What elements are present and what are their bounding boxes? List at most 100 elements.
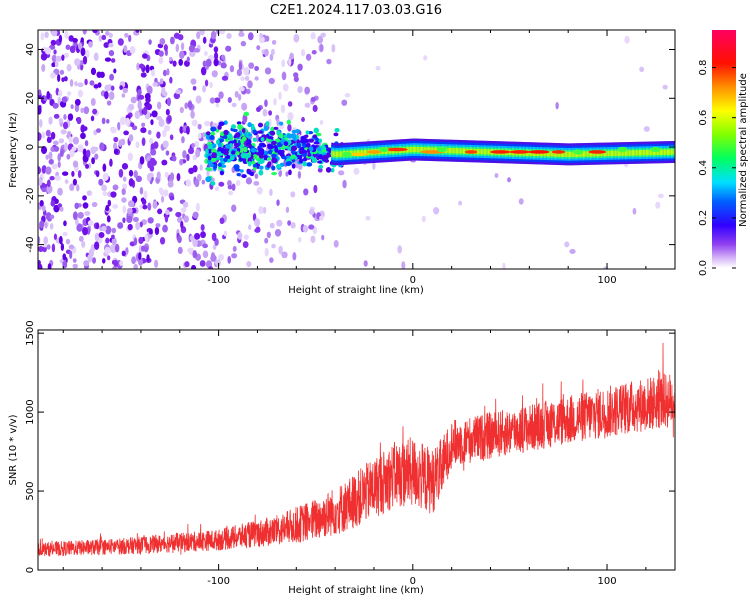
spectrogram-speckle (62, 171, 69, 176)
spectrogram-speckle (320, 32, 326, 38)
spectrogram-band (544, 150, 547, 157)
spectrogram-band-patch (617, 146, 628, 153)
spectrogram-ridge-cell (211, 152, 217, 158)
spectrogram-band (482, 149, 485, 155)
spectrogram-speckle (175, 89, 182, 95)
spectrogram-speckle (119, 116, 126, 126)
spectrogram-speckle (121, 93, 126, 98)
spectrogram-speckle (39, 220, 45, 229)
spectrogram-band-patch (378, 146, 389, 153)
spectrogram-speckle (85, 163, 90, 169)
spectrogram-speckle (193, 48, 200, 53)
spectrogram-ridge-cell (207, 143, 213, 150)
spectrogram-ridge-cell (235, 151, 240, 156)
spectrogram-speckle (204, 79, 209, 87)
spectrogram-speckle (281, 71, 287, 81)
spectrogram-peak (509, 150, 530, 154)
snr-ytick-label: 500 (25, 482, 36, 501)
spectrogram-band (455, 148, 458, 154)
spectrogram-speckle (212, 233, 216, 241)
spectrogram-speckle (176, 173, 181, 182)
spectrogram-speckle (237, 93, 242, 101)
spectrogram-speckle (82, 202, 89, 209)
spectrogram-speckle (59, 235, 63, 245)
spectrogram-band (431, 147, 434, 153)
spectrogram-ridge-cell (205, 176, 212, 183)
spectrogram-xtick-label: 0 (410, 275, 416, 286)
spectrogram-speckle (205, 58, 212, 67)
spectrogram-speckle (235, 179, 241, 187)
spectrogram-band (673, 149, 675, 155)
spectrogram-ridge-cell (257, 160, 264, 165)
spectrogram-speckle (183, 215, 189, 223)
spectrogram-speckle (126, 215, 133, 224)
spectrogram-ridge-cell (266, 163, 271, 168)
spectrogram-ridge-cell (209, 134, 215, 141)
spectrogram-speckle (188, 103, 193, 109)
spectrogram-band (582, 151, 585, 157)
spectrogram-speckle (38, 177, 43, 186)
spectrogram-speckle (311, 49, 317, 55)
spectrogram-speckle (111, 237, 117, 246)
spectrogram-speckle (143, 190, 148, 200)
spectrogram-band (648, 149, 650, 156)
spectrogram-band (432, 147, 435, 153)
spectrogram-speckle (142, 53, 148, 59)
spectrogram-ridge-cell (219, 170, 225, 176)
spectrogram-speckle (59, 148, 64, 158)
spectrogram-peak (348, 152, 369, 157)
spectrogram-band (476, 148, 479, 155)
spectrogram-speckle (165, 209, 170, 216)
spectrogram-band (423, 147, 425, 153)
spectrogram-ridge-cell (311, 157, 318, 164)
spectrogram-band (461, 148, 464, 154)
spectrogram-speckle (64, 179, 69, 184)
spectrogram-speckle (202, 243, 208, 249)
spectrogram-speckle (280, 104, 286, 114)
spectrogram-speckle (204, 120, 211, 127)
spectrogram-ridge-cell (263, 125, 269, 131)
spectrogram-ridge-cell (220, 164, 227, 168)
spectrogram-band (657, 149, 660, 156)
spectrogram-band (571, 151, 573, 157)
spectrogram-speckle (70, 104, 74, 110)
spectrogram-speckle (132, 216, 139, 223)
spectrogram-speckle (164, 213, 169, 223)
spectrogram-speckle (312, 104, 318, 113)
spectrogram-band (608, 150, 611, 157)
spectrogram-speckle (268, 77, 275, 85)
spectrogram-speckle (238, 86, 245, 92)
spectrogram-ridge-cell (317, 160, 323, 164)
spectrogram-band (589, 151, 592, 157)
spectrogram-speckle (281, 59, 286, 68)
spectrogram-band (602, 150, 605, 157)
spectrogram-speckle (135, 221, 141, 231)
spectrogram-ridge-cell (241, 128, 246, 134)
spectrogram-speckle (128, 134, 134, 142)
spectrogram-speckle (40, 32, 45, 41)
spectrogram-speckle (150, 119, 154, 126)
spectrogram-ridge-cell (219, 157, 225, 162)
spectrogram-speckle (127, 200, 135, 208)
spectrogram-speckle (46, 244, 51, 250)
spectrogram-band (652, 149, 655, 156)
spectrogram-speckle (127, 223, 133, 231)
spectrogram-ridge-cell (217, 146, 224, 152)
spectrogram-speckle (197, 123, 202, 130)
spectrogram-speckle (162, 140, 169, 148)
colorbar-tick-label: 0.0 (698, 260, 709, 276)
spectrogram-speckle (147, 202, 152, 211)
spectrogram-speckle (264, 237, 269, 244)
spectrogram-speckle (137, 94, 145, 100)
spectrogram-speckle (162, 129, 167, 138)
spectrogram-band (527, 150, 529, 156)
spectrogram-speckle (58, 34, 63, 43)
spectrogram-speckle (166, 97, 172, 107)
spectrogram-speckle (310, 96, 316, 102)
spectrogram-xlabel: Height of straight line (km) (288, 285, 424, 296)
spectrogram-band (642, 150, 644, 156)
spectrogram-ridge-cell (235, 132, 241, 138)
spectrogram-speckle (75, 184, 80, 192)
spectrogram-speckle (139, 204, 144, 210)
